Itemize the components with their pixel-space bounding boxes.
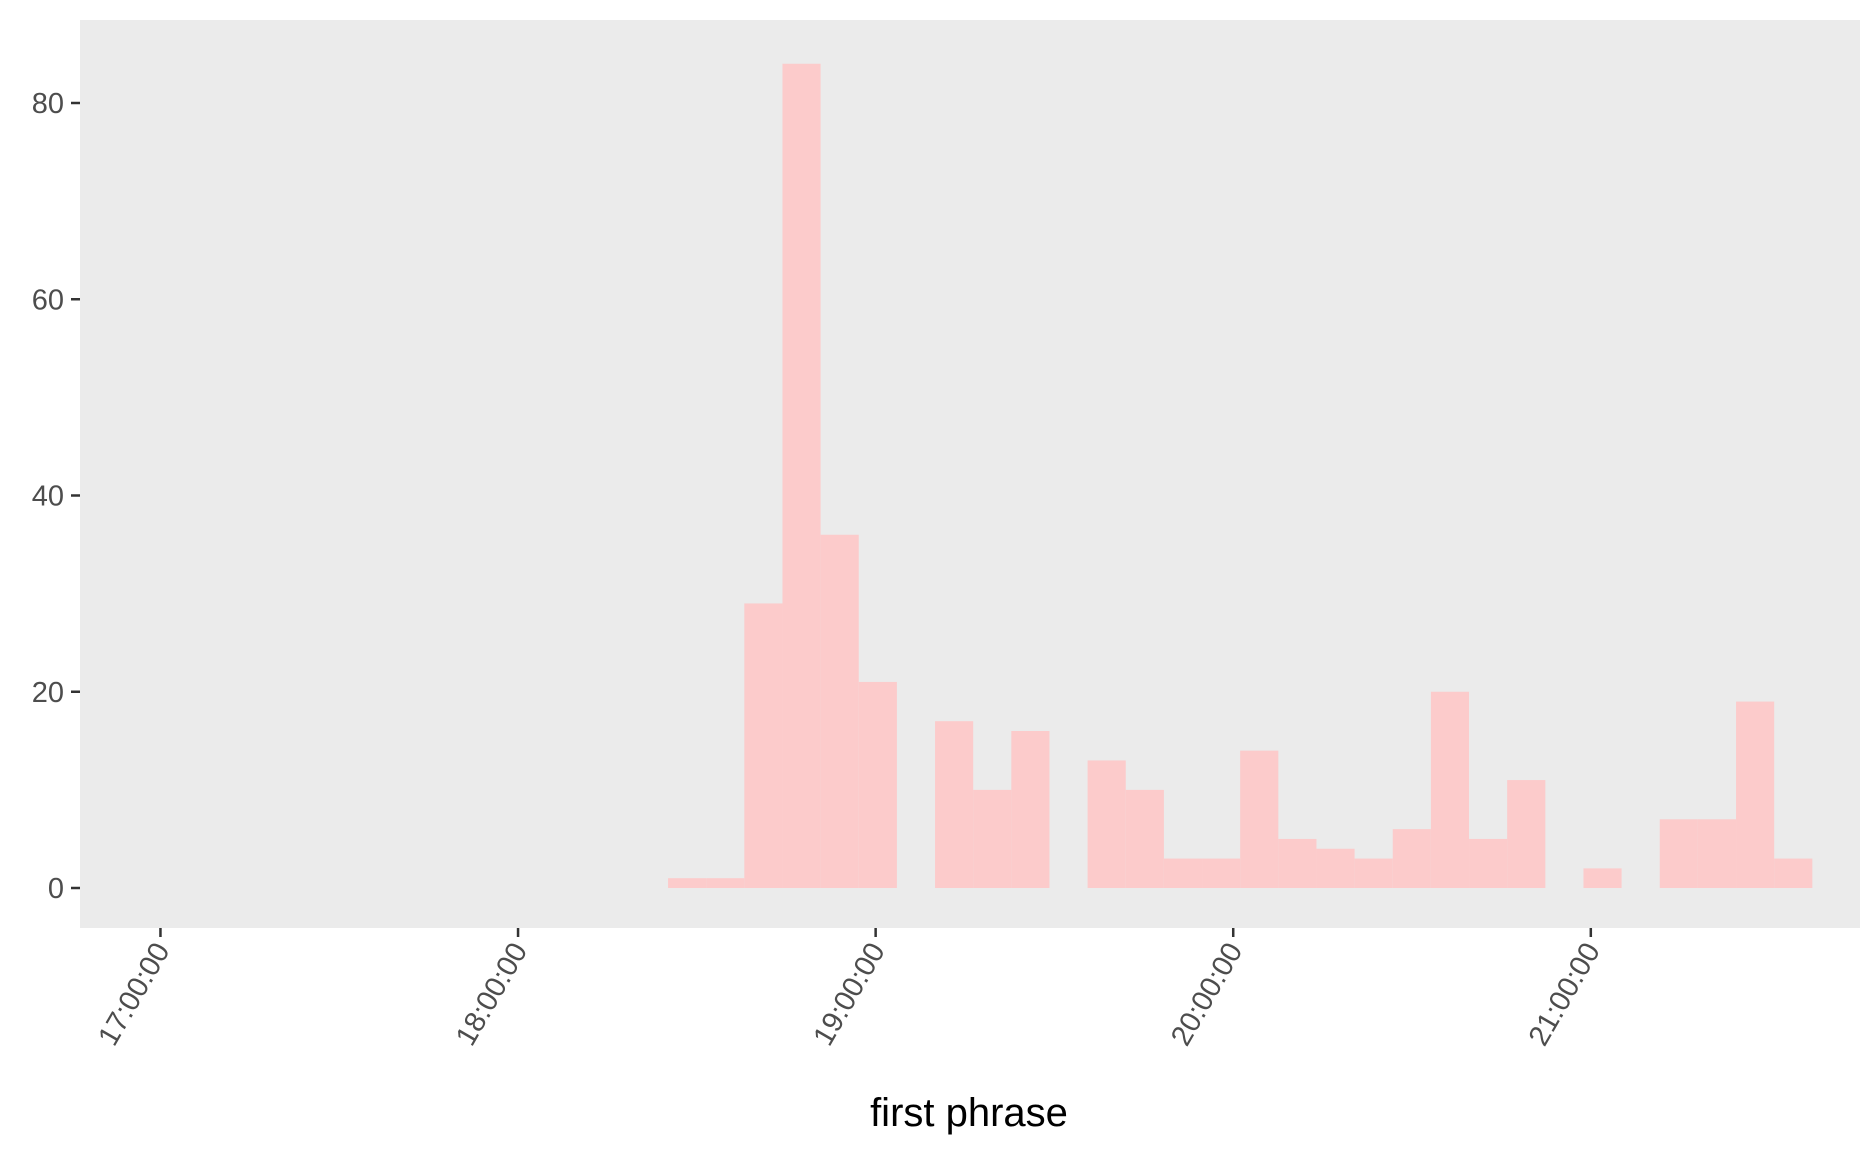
histogram-bar-3 (782, 63, 821, 888)
histogram-bar-16 (1354, 858, 1393, 888)
histogram-bar-4 (820, 534, 859, 888)
histogram-bar-0 (668, 878, 707, 888)
histogram-bar-14 (1278, 838, 1317, 888)
histogram-bar-12 (1202, 858, 1241, 888)
x-tick-label-2: 19:00:00 (808, 938, 892, 1052)
histogram-bar-1 (706, 878, 745, 888)
x-tick-label-4: 21:00:00 (1523, 938, 1607, 1052)
histogram-bar-20 (1507, 780, 1546, 888)
histogram-bar-13 (1240, 750, 1279, 888)
y-tick-label-3: 60 (32, 284, 64, 316)
histogram-bar-10 (1125, 789, 1164, 888)
histogram-bar-18 (1430, 691, 1470, 888)
histogram-bar-9 (1087, 760, 1126, 888)
y-axis: 0 20 40 60 80 (32, 88, 80, 905)
histogram-bar-22 (1659, 819, 1698, 888)
histogram-bar-23 (1697, 819, 1737, 888)
histogram-bar-5 (858, 681, 897, 888)
x-tick-label-0: 17:00:00 (92, 938, 176, 1052)
bars-layer (668, 63, 1813, 888)
x-axis: 17:00:00 18:00:00 19:00:00 20:00:00 21:00:00 (92, 928, 1607, 1051)
histogram-bar-19 (1469, 838, 1508, 888)
y-tick-label-0: 0 (48, 873, 64, 905)
histogram-bar-6 (935, 721, 974, 888)
x-tick-label-1: 18:00:00 (450, 938, 534, 1052)
histogram-bar-15 (1316, 848, 1355, 888)
x-axis-title: first phrase (870, 1091, 1068, 1135)
histogram-bar-17 (1392, 829, 1431, 888)
histogram-bar-21 (1583, 868, 1622, 888)
histogram-bar-25 (1774, 858, 1813, 888)
histogram-bar-7 (973, 789, 1012, 888)
x-tick-label-3: 20:00:00 (1165, 938, 1249, 1052)
histogram-bar-8 (1011, 731, 1050, 888)
y-tick-label-2: 40 (32, 481, 64, 513)
y-tick-label-4: 80 (32, 88, 64, 120)
histogram-bar-24 (1736, 701, 1775, 888)
y-tick-label-1: 20 (32, 677, 64, 709)
histogram-bar-2 (744, 603, 783, 888)
histogram-bar-11 (1163, 858, 1203, 888)
